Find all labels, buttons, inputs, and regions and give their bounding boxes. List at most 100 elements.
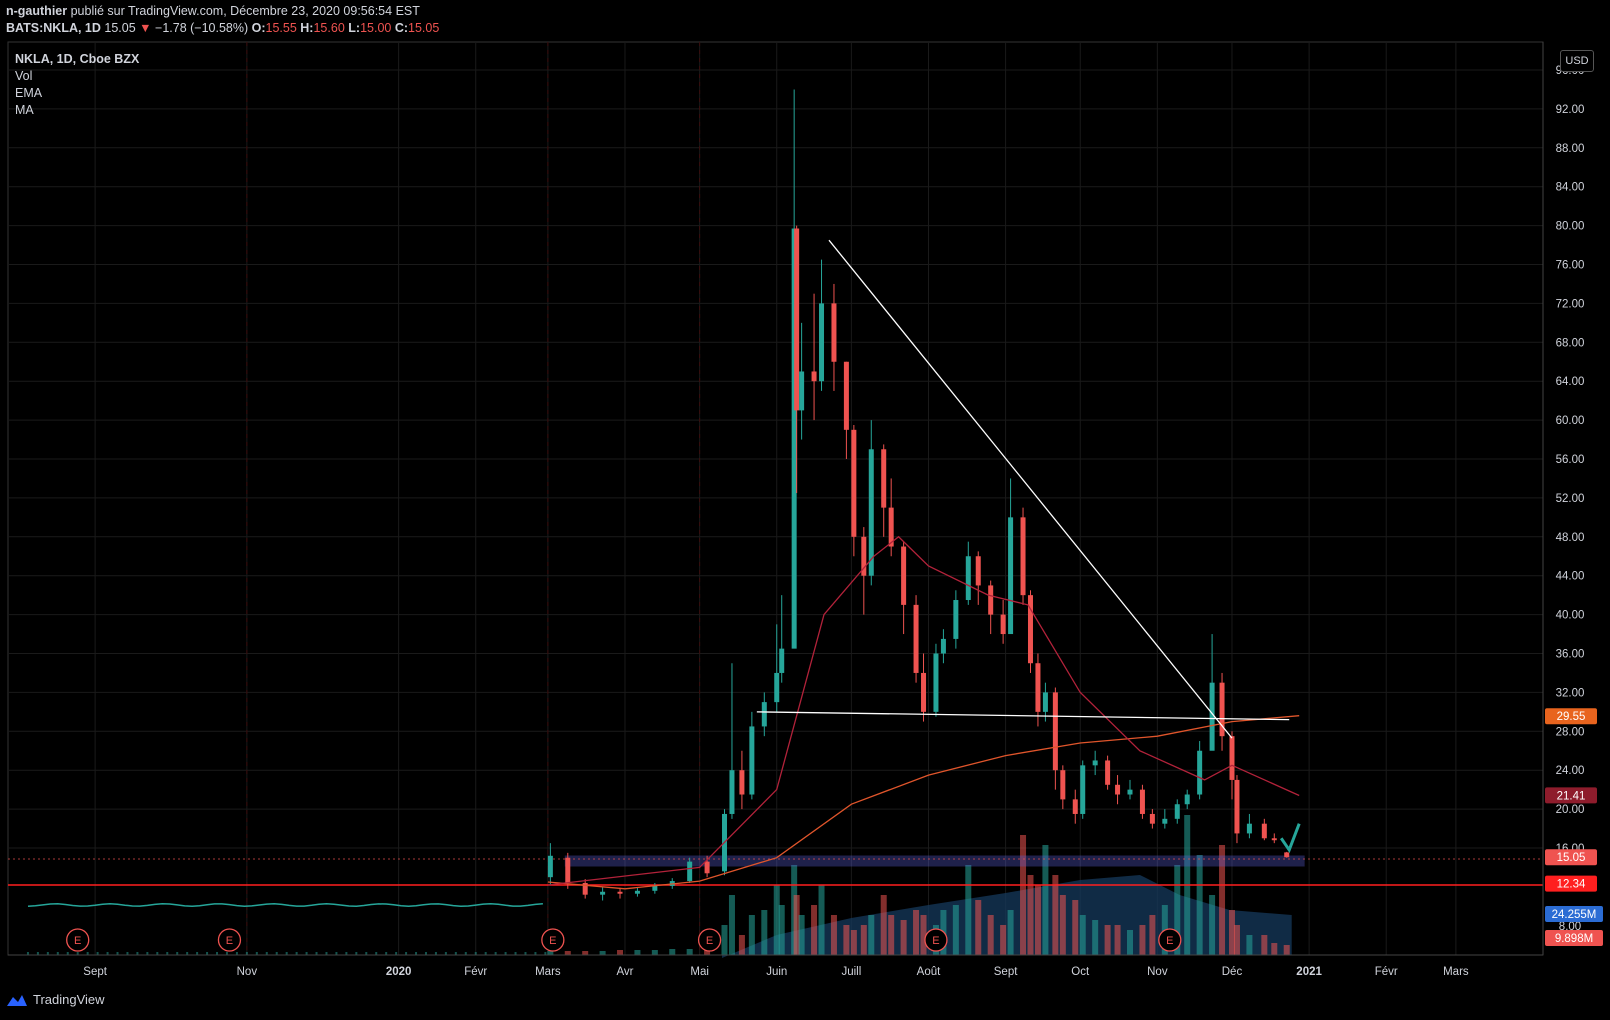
volume-bar (888, 915, 895, 955)
price-change: −1.78 (−10.58%) (155, 21, 249, 35)
x-tick-label: Févr (1375, 966, 1398, 978)
symbol-ohlc-line: BATS:NKLA, 1D 15.05 ▼ −1.78 (−10.58%) O:… (6, 21, 439, 35)
volume-bar (405, 952, 408, 955)
candle-body (749, 726, 755, 795)
candle-body (1115, 784, 1121, 795)
price-label: 12.34 (1557, 879, 1586, 891)
ema-line (547, 715, 1300, 890)
author-name[interactable]: n-gauthier (6, 4, 68, 18)
x-tick-label: Févr (464, 966, 487, 978)
earnings-marker-icon (1158, 928, 1182, 952)
volume-bar (126, 952, 129, 955)
volume-bar (176, 952, 179, 955)
volume-bar (1149, 915, 1156, 955)
volume-bar (385, 952, 388, 955)
volume-bar (444, 952, 447, 955)
y-tick-label: 72.00 (1556, 298, 1585, 310)
volume-bar (965, 865, 972, 955)
y-tick-label: 52.00 (1556, 493, 1585, 505)
volume-bar (1027, 875, 1034, 955)
candle-body (901, 546, 907, 605)
legend-ma[interactable]: MA (15, 103, 34, 117)
y-tick-label: 88.00 (1556, 143, 1585, 155)
price-label-bg (1545, 875, 1597, 892)
candle-body (843, 361, 849, 430)
volume-bar (1174, 865, 1181, 955)
volume-bar (582, 951, 589, 955)
volume-bar (547, 951, 554, 955)
candle-body (1246, 823, 1252, 834)
candle-body (1000, 614, 1006, 635)
earnings-marker-label: E (706, 935, 713, 947)
volume-bar (1283, 945, 1290, 955)
volume-bar (514, 952, 517, 955)
candle-body (739, 770, 745, 795)
volume-bar (1000, 925, 1007, 955)
volume-bar (96, 952, 99, 955)
earnings-marker-icon (66, 928, 90, 952)
earnings-marker-label: E (1166, 935, 1173, 947)
y-tick-label: 84.00 (1556, 182, 1585, 194)
candle-body (1184, 794, 1190, 805)
earnings-marker-icon (541, 928, 565, 952)
volume-bar (504, 952, 507, 955)
low-value: 15.00 (360, 21, 392, 35)
volume-bar (761, 910, 768, 955)
volume-bar (106, 952, 109, 955)
volume-bar (186, 952, 189, 955)
y-tick-label: 60.00 (1556, 415, 1585, 427)
volume-bar (818, 885, 825, 955)
volume-label: 24.255M (1552, 909, 1597, 921)
candle-body (851, 429, 857, 537)
volume-bar (975, 900, 982, 955)
volume-bar (166, 952, 169, 955)
volume-bar (634, 950, 641, 955)
candle-body (1234, 779, 1240, 834)
volume-bar (315, 952, 318, 955)
volume-bar (345, 952, 348, 955)
volume-bar (793, 895, 800, 955)
candle-body (811, 371, 817, 382)
volume-bar (778, 905, 785, 955)
volume-label-bg (1545, 906, 1603, 922)
y-tick-label: 92.00 (1556, 104, 1585, 116)
candle-body (1149, 813, 1155, 824)
volume-bar (86, 952, 89, 955)
volume-label-bg (1545, 930, 1603, 946)
volume-bar (1196, 855, 1203, 955)
volume-bar (365, 952, 368, 955)
legend-ema[interactable]: EMA (15, 86, 43, 100)
volume-bar (196, 952, 199, 955)
volume-bar (1034, 885, 1041, 955)
y-tick-label: 48.00 (1556, 532, 1585, 544)
candle-body (881, 449, 887, 508)
candle-body (921, 672, 927, 712)
candle-body (1072, 799, 1078, 814)
volume-bar (843, 925, 850, 955)
volume-bar (434, 952, 437, 955)
x-tick-label: 2020 (386, 966, 412, 978)
candle-body (1229, 736, 1235, 780)
candle-body (988, 585, 994, 615)
y-tick-label: 32.00 (1556, 687, 1585, 699)
volume-bar (46, 952, 49, 955)
tradingview-footer[interactable]: TradingView (6, 992, 105, 1007)
legend-vol[interactable]: Vol (15, 69, 33, 83)
price-flat-segment (27, 903, 543, 907)
candle-body (1174, 804, 1180, 819)
currency-button[interactable]: USD (1560, 50, 1594, 72)
volume-bar (484, 952, 487, 955)
volume-bar (424, 952, 427, 955)
volume-bar (1261, 935, 1268, 955)
candle-body (1127, 789, 1133, 795)
volume-bar (225, 952, 228, 955)
volume-bar (1042, 845, 1049, 955)
y-tick-label: 28.00 (1556, 726, 1585, 738)
volume-bar (454, 952, 457, 955)
x-tick-label: Nov (237, 966, 258, 978)
candle-body (729, 770, 735, 814)
candle-body (634, 890, 640, 894)
volume-bar (651, 950, 658, 955)
volume-bar (275, 952, 278, 955)
